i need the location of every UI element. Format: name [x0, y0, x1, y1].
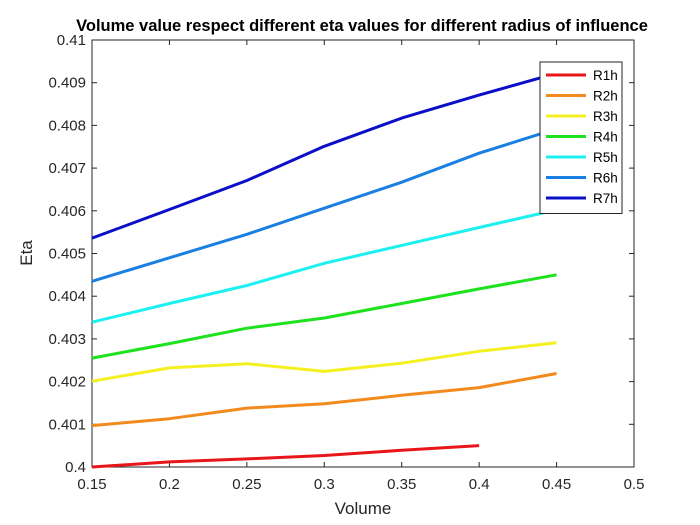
y-tick-label: 0.404	[48, 288, 86, 305]
series-line-r7h	[91, 71, 558, 240]
y-tick-label: 0.403	[48, 331, 86, 348]
legend-label-r5h: R5h	[593, 150, 618, 165]
legend[interactable]: R1h R2h R3h R4h R5h R6h R7h	[539, 61, 623, 214]
y-tick-label: 0.402	[48, 374, 86, 391]
y-tick-label: 0.408	[48, 117, 86, 134]
legend-label-r1h: R1h	[593, 68, 618, 83]
x-tick-label: 0.2	[159, 476, 180, 493]
x-tick-label: 0.5	[624, 476, 645, 493]
x-axis: 0.15 0.2 0.25 0.3 0.35 0.4 0.45 0.5	[77, 40, 644, 493]
y-tick-label: 0.41	[57, 32, 86, 49]
y-tick-label: 0.405	[48, 246, 86, 263]
series-line-r3h	[91, 341, 557, 383]
legend-label-r2h: R2h	[593, 89, 618, 104]
x-tick-label: 0.3	[314, 476, 335, 493]
x-tick-label: 0.4	[469, 476, 490, 493]
legend-label-r6h: R6h	[593, 171, 618, 186]
y-tick-label: 0.407	[48, 160, 86, 177]
series-lines	[91, 71, 558, 469]
y-axis: 0.4 0.401 0.402 0.403 0.404 0.405 0.406 0.407 0.…	[48, 32, 634, 476]
series-line-r5h	[91, 208, 557, 324]
series-line-r6h	[91, 127, 558, 283]
series-line-r4h	[91, 273, 557, 360]
series-line-r2h	[91, 372, 557, 428]
x-tick-label: 0.45	[542, 476, 571, 493]
legend-label-r3h: R3h	[593, 109, 618, 124]
legend-label-r4h: R4h	[593, 130, 618, 145]
series-line-r1h	[91, 444, 480, 469]
x-tick-label: 0.15	[77, 476, 106, 493]
legend-label-r7h: R7h	[593, 191, 618, 206]
x-axis-title: Volume	[335, 499, 392, 518]
x-tick-label: 0.35	[387, 476, 416, 493]
y-tick-label: 0.401	[48, 416, 86, 433]
y-tick-label: 0.406	[48, 203, 86, 220]
y-axis-title: Eta	[17, 240, 36, 266]
y-tick-label: 0.409	[48, 75, 86, 92]
chart-title: Volume value respect different eta value…	[76, 17, 648, 35]
y-tick-label: 0.4	[65, 459, 86, 476]
x-tick-label: 0.25	[232, 476, 261, 493]
